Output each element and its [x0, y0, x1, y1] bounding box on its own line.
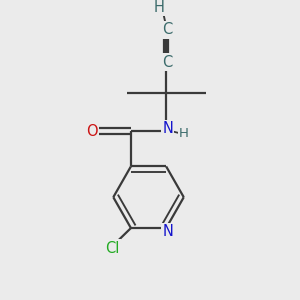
Text: N: N: [162, 224, 173, 239]
Text: Cl: Cl: [106, 241, 120, 256]
Text: H: H: [179, 127, 189, 140]
Text: C: C: [163, 55, 173, 70]
Text: N: N: [162, 121, 173, 136]
Text: O: O: [86, 124, 98, 139]
Text: C: C: [163, 22, 173, 37]
Text: H: H: [153, 0, 164, 15]
